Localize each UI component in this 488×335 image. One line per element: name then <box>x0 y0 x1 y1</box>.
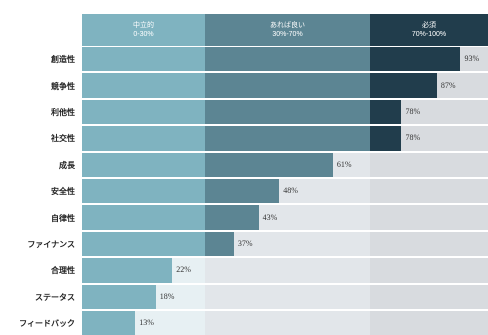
row-background <box>205 258 370 283</box>
row-background <box>370 179 488 204</box>
bar <box>82 73 205 98</box>
zone-name-must-have: 必須 <box>422 22 436 29</box>
category-label: フィードバック <box>19 319 75 329</box>
row-background <box>370 152 488 177</box>
value-label: 78% <box>405 133 421 143</box>
zone-header-nice-to-have: あれば良い 30%-70% <box>205 14 370 46</box>
value-label: 93% <box>464 54 480 64</box>
category-label: ファイナンス <box>27 240 75 249</box>
row-background <box>205 284 370 309</box>
value-label: 78% <box>405 107 421 116</box>
category-label: 合理性 <box>51 266 75 276</box>
bar <box>82 152 205 177</box>
value-label: 37% <box>237 239 253 248</box>
category-label: 社交性 <box>51 134 75 144</box>
bar <box>205 152 333 177</box>
zone-range-nice-to-have: 30%-70% <box>272 31 303 38</box>
bar <box>82 231 205 257</box>
category-label: 自律性 <box>51 213 75 223</box>
bar <box>82 99 205 125</box>
category-label: 利他性 <box>51 108 75 117</box>
bar <box>370 99 402 125</box>
bar <box>82 284 156 309</box>
bar <box>205 99 370 125</box>
bar <box>82 126 205 151</box>
bar <box>82 205 205 230</box>
category-label: 競争性 <box>51 81 75 91</box>
bar <box>205 126 370 151</box>
zone-range-must-have: 70%-100% <box>411 31 447 38</box>
chart: 中立的 0-30% あれば良い 30%-70% 必須 70%-100% 創造性 9… <box>19 14 488 335</box>
value-label: 43% <box>262 212 278 222</box>
row-background <box>370 205 488 230</box>
category-label: 安全性 <box>51 187 75 197</box>
bar <box>82 179 205 204</box>
value-label: 22% <box>176 265 191 275</box>
value-label: 18% <box>159 291 175 301</box>
zone-header-neutral: 中立的 0-30% <box>82 14 205 46</box>
value-label: 87% <box>440 80 456 90</box>
value-label: 61% <box>336 159 352 169</box>
bar <box>370 126 402 151</box>
row-background <box>370 231 488 257</box>
row-background <box>205 311 370 335</box>
category-label: ステータス <box>35 292 75 302</box>
row-background <box>370 258 488 283</box>
bar <box>370 47 461 72</box>
bar <box>82 47 205 72</box>
value-label: 48% <box>283 186 298 196</box>
category-label: 成長 <box>59 160 75 170</box>
zone-name-nice-to-have: あれば良い <box>270 22 305 29</box>
zone-header-must-have: 必須 70%-100% <box>370 14 488 46</box>
bar <box>205 205 259 230</box>
bar <box>205 73 370 98</box>
row-background <box>370 311 488 335</box>
bar <box>82 311 136 335</box>
zone-range-neutral: 0-30% <box>133 31 154 38</box>
bar <box>205 47 370 72</box>
zone-name-neutral: 中立的 <box>133 22 154 29</box>
value-label: 13% <box>139 318 154 328</box>
bar <box>370 73 437 98</box>
bar <box>205 231 234 257</box>
row-background <box>370 284 488 309</box>
bar <box>82 258 173 283</box>
bar <box>205 179 280 204</box>
category-label: 創造性 <box>51 55 75 65</box>
